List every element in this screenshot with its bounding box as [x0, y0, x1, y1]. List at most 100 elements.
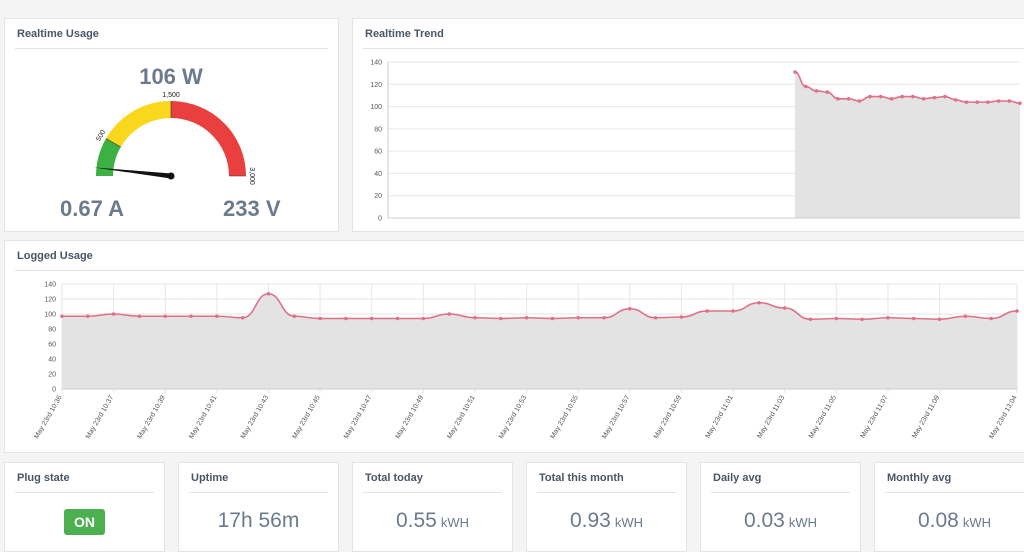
value: 0.03 [743, 509, 785, 532]
x-tick-label: May 23rd 11:09 [911, 394, 941, 439]
x-tick-label: May 23rd 10:41 [188, 394, 218, 440]
stat-card: Total today 0.55 kWH [352, 462, 513, 552]
point [86, 314, 90, 319]
point [963, 314, 968, 319]
point [921, 96, 926, 101]
point [189, 314, 193, 319]
stat-card: Uptime 17h 56m [178, 462, 339, 552]
divider [537, 492, 676, 493]
unit: kWH [962, 515, 992, 530]
point [215, 314, 219, 319]
y-tick-label: 60 [374, 149, 382, 156]
card-value: 0.03 kWH [701, 509, 860, 533]
point [1007, 99, 1012, 103]
gauge-needle [93, 167, 172, 179]
stat-card: Daily avg 0.03 kWH [700, 462, 861, 552]
area [795, 72, 1020, 219]
gauge-tick-label: 3,000 [248, 167, 255, 185]
point [886, 315, 890, 320]
point [857, 99, 862, 103]
x-tick-label: May 23rd 10:59 [653, 394, 683, 440]
x-tick-label: May 23rd 10:57 [601, 394, 631, 440]
card-value: 0.08 kWH [875, 509, 1024, 533]
y-tick-label: 120 [44, 297, 56, 304]
unit: kWH [440, 515, 470, 530]
y-tick-label: 140 [370, 60, 382, 67]
card-title: Total today [365, 472, 423, 484]
gauge-band [106, 101, 171, 147]
card-title: Plug state [17, 472, 70, 484]
value: 17h 56m [217, 509, 300, 532]
y-tick-label: 100 [44, 312, 56, 319]
divider [15, 48, 328, 49]
point [266, 291, 271, 296]
gauge-tick [105, 138, 121, 148]
point [989, 316, 993, 321]
point [996, 99, 1001, 103]
point [900, 94, 904, 99]
y-tick-label: 100 [370, 104, 382, 111]
point [937, 317, 942, 322]
point [868, 94, 872, 99]
point [975, 100, 979, 104]
card-value: 17h 56m [179, 509, 338, 533]
x-tick-label: May 23rd 10:45 [291, 394, 321, 440]
x-tick-label: May 23rd 10:47 [343, 394, 373, 440]
point [524, 315, 529, 320]
x-tick-label: May 23rd 11:01 [705, 394, 735, 439]
point [964, 100, 969, 104]
card-title: Monthly avg [887, 472, 952, 484]
point [60, 314, 64, 319]
x-tick-label: May 23rd 11:07 [860, 394, 890, 439]
point [628, 306, 632, 311]
y-tick-label: 40 [48, 357, 56, 364]
point [911, 316, 916, 321]
panel-title: Realtime Usage [17, 28, 99, 40]
x-tick-label: May 23rd 10:37 [85, 394, 115, 440]
line [62, 292, 1018, 321]
card-title: Daily avg [713, 472, 762, 484]
point [498, 316, 503, 321]
line [794, 71, 1021, 105]
divider [15, 492, 154, 493]
point [421, 316, 426, 321]
gauge-value: 106 W [139, 64, 203, 89]
point [911, 94, 915, 99]
point [1015, 309, 1019, 313]
stat-card: Plug state ON [4, 462, 165, 552]
unit: kWH [614, 515, 644, 530]
y-tick-label: 80 [374, 126, 382, 133]
card-value: ON [5, 509, 164, 535]
x-tick-label: May 23rd 10:39 [137, 394, 167, 440]
x-tick-label: May 23rd 10:43 [240, 394, 270, 440]
y-tick-label: 20 [374, 193, 382, 200]
point [1018, 101, 1022, 106]
point [953, 98, 958, 102]
area [62, 293, 1017, 389]
stat-card: Monthly avg 0.08 kWH [874, 462, 1024, 552]
point [814, 89, 819, 93]
card-title: Uptime [191, 472, 229, 484]
point [653, 315, 658, 320]
point [878, 94, 883, 99]
divider [189, 492, 328, 493]
panel-title: Realtime Trend [365, 28, 444, 40]
value: 0.55 [395, 509, 437, 532]
point [292, 314, 297, 319]
gauge-hub [167, 172, 175, 180]
y-tick-label: 140 [44, 282, 56, 289]
card-title: Total this month [539, 472, 624, 484]
gauge-tick-label: 1,500 [162, 92, 180, 99]
x-tick-label: May 23rd 10:36 [33, 394, 63, 440]
unit: kWH [788, 515, 818, 530]
point [137, 314, 142, 319]
point [986, 100, 990, 104]
point [602, 315, 606, 320]
current: 0.67 A [60, 196, 125, 221]
point [679, 315, 684, 319]
y-tick-label: 0 [52, 387, 56, 394]
point [860, 317, 864, 322]
divider [885, 492, 1024, 493]
